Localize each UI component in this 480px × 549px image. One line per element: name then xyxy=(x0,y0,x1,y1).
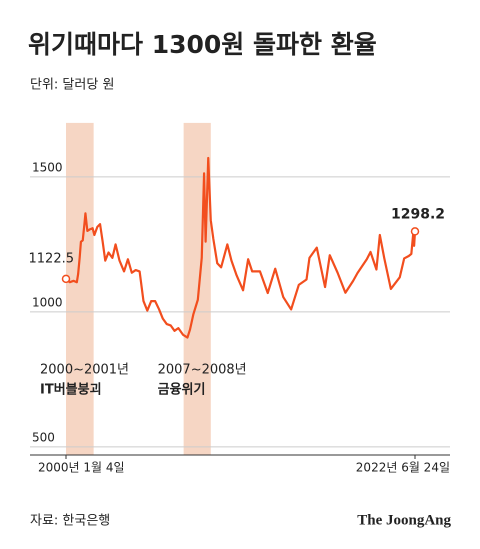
highlight-band xyxy=(66,122,94,456)
highlight-label: 2000~2001년 xyxy=(40,363,129,378)
end-point xyxy=(61,274,71,284)
line xyxy=(65,156,417,339)
y-tick-label: 1000 xyxy=(32,295,63,309)
highlight-band xyxy=(183,122,211,456)
highlight-sublabel: 금융위기 xyxy=(158,382,206,398)
chart-title: 위기때마다 1300원 돌파한 환율 xyxy=(28,30,377,59)
value-label: 1122.5 xyxy=(29,251,75,266)
y-tick-label: 1500 xyxy=(32,160,63,174)
value-label: 1298.2 xyxy=(391,206,445,222)
brand: The JoongAng xyxy=(357,512,451,528)
x-tick-label: 2000년 1월 4일 xyxy=(38,461,125,475)
highlight-label: 2007~2008년 xyxy=(158,363,247,378)
x-tick-label: 2022년 6월 24일 xyxy=(356,461,450,475)
source: 자료: 한국은행 xyxy=(30,513,110,529)
y-tick-label: 500 xyxy=(32,430,55,444)
highlight-sublabel: IT버블붕괴 xyxy=(40,382,102,398)
end-point xyxy=(410,227,420,236)
chart-subtitle: 단위: 달러당 원 xyxy=(30,78,114,93)
